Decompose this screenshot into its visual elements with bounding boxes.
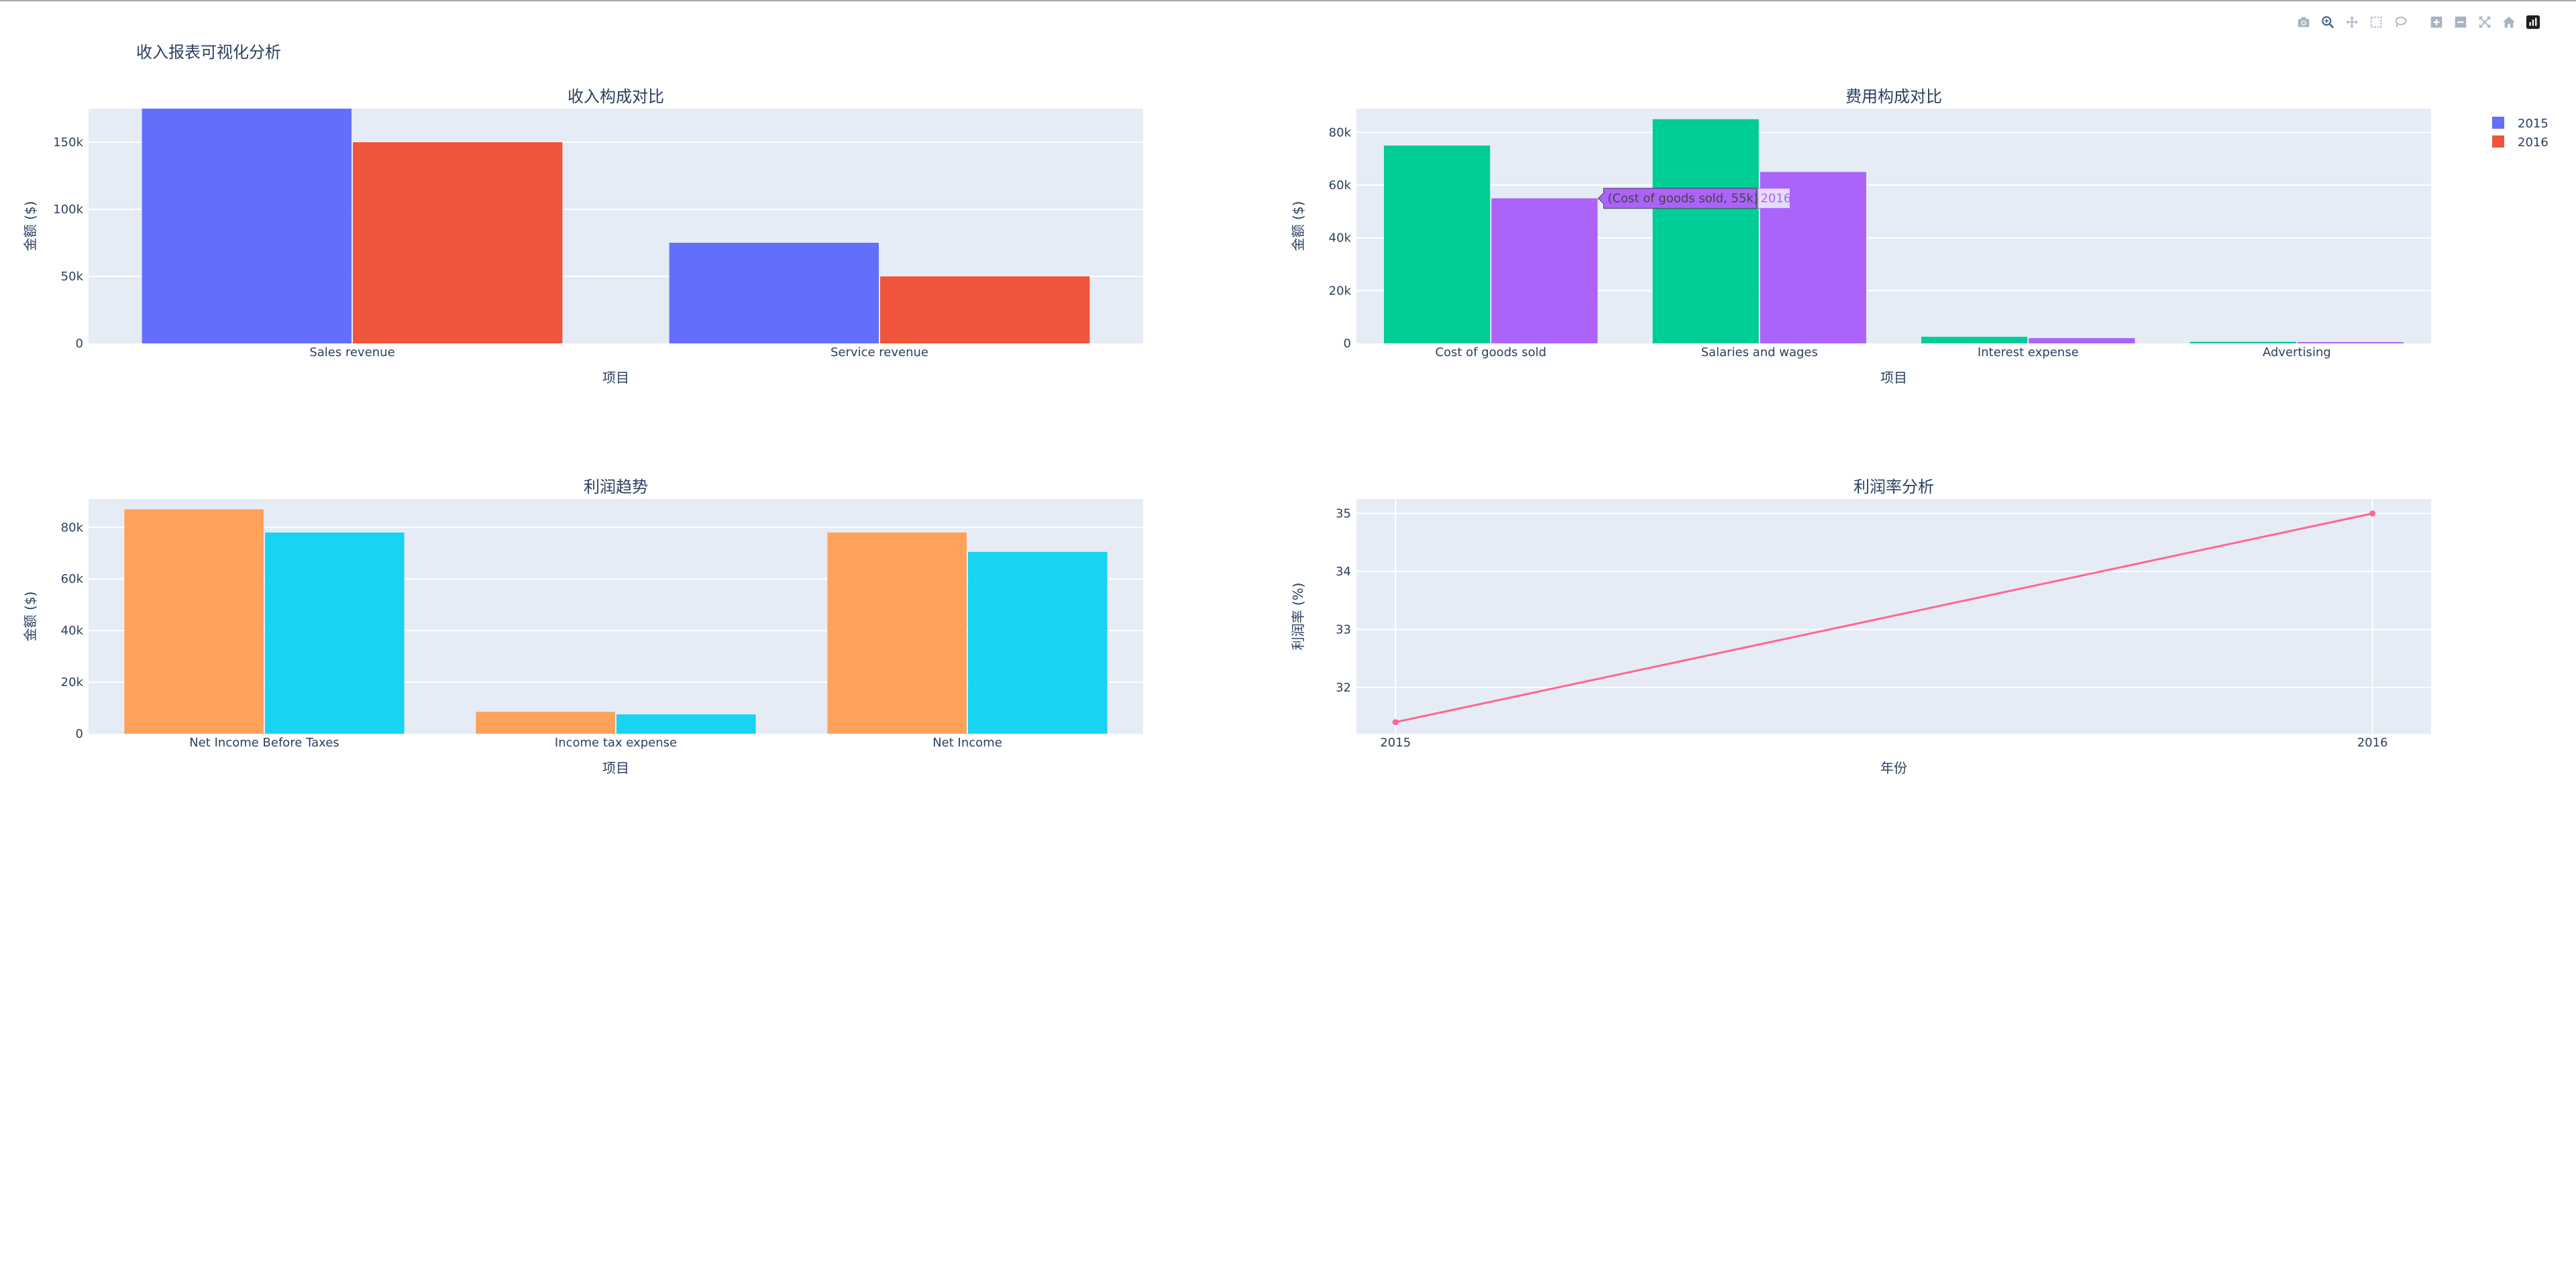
x-tick-label: Interest expense	[1978, 345, 2079, 359]
bar-2016	[2297, 342, 2404, 343]
x-tick-label: Advertising	[2263, 345, 2331, 359]
tooltip-box	[1597, 188, 1757, 209]
hover-tooltip: (Cost of goods sold, 55k) 2016	[1597, 188, 1791, 209]
y-tick-label: 50k	[61, 270, 84, 284]
x-tick-label: Salaries and wages	[1701, 345, 1818, 359]
y-tick-label: 100k	[53, 203, 83, 217]
y-tick-label: 150k	[53, 135, 83, 150]
reset-axes-icon[interactable]	[2500, 13, 2518, 32]
y-tick-label: 0	[76, 727, 83, 741]
x-tick-label: 2016	[2357, 736, 2388, 750]
y-tick-label: 60k	[1329, 178, 1352, 192]
bar-2016	[2029, 338, 2135, 343]
x-tick-label: Net Income	[932, 736, 1002, 750]
page-title: 收入报表可视化分析	[136, 43, 281, 62]
x-tick-label: Service revenue	[830, 345, 928, 359]
bar-2016	[880, 276, 1090, 343]
y-axis-title: 金额 ($)	[22, 592, 38, 642]
bar-2015	[476, 712, 615, 734]
bar-2015	[669, 243, 879, 343]
y-tick-label: 40k	[1329, 231, 1352, 245]
pan-icon[interactable]	[2343, 13, 2361, 32]
bar-2016	[265, 533, 405, 734]
top-border	[0, 0, 2576, 1]
bar-2015	[124, 509, 264, 734]
y-axis-title: 金额 ($)	[22, 201, 38, 252]
y-tick-label: 34	[1336, 565, 1351, 579]
y-tick-label: 33	[1336, 622, 1351, 636]
x-tick-label: Income tax expense	[555, 736, 677, 750]
bar-2016	[353, 142, 563, 343]
y-tick-label: 0	[76, 337, 83, 351]
y-tick-label: 20k	[1329, 284, 1352, 298]
x-axis-title: 项目	[1880, 370, 1907, 386]
bar-2016	[968, 551, 1108, 734]
legend-label-2016[interactable]: 2016	[2518, 135, 2548, 150]
chart-title: 利润趋势	[584, 478, 648, 496]
x-tick-label: Cost of goods sold	[1435, 345, 1546, 359]
legend-swatch-2015	[2492, 117, 2504, 129]
zoom-out-icon[interactable]	[2451, 13, 2470, 32]
tooltip-text: (Cost of goods sold, 55k)	[1607, 192, 1758, 206]
y-tick-label: 32	[1336, 681, 1351, 695]
bar-2015	[1921, 337, 2028, 343]
data-point	[2369, 510, 2376, 517]
x-tick-label: Net Income Before Taxes	[189, 736, 339, 750]
bar-2016	[616, 714, 756, 734]
bar-2015	[827, 533, 967, 734]
tooltip-name: 2016	[1760, 192, 1791, 206]
lasso-select-icon[interactable]	[2391, 13, 2410, 32]
tooltip-name-box	[1757, 188, 1790, 209]
x-axis-title: 项目	[602, 370, 629, 386]
chart-title: 利润率分析	[1854, 478, 1934, 496]
chart-title: 收入构成对比	[568, 87, 664, 106]
y-tick-label: 35	[1336, 507, 1351, 521]
modebar	[2294, 12, 2542, 32]
bar-2015	[1652, 119, 1759, 343]
bar-2015	[2190, 341, 2296, 343]
autoscale-icon[interactable]	[2475, 13, 2494, 32]
y-axis-title: 金额 ($)	[1290, 201, 1306, 252]
x-tick-label: Sales revenue	[309, 345, 394, 359]
bar-2015	[142, 109, 352, 343]
y-tick-label: 40k	[61, 624, 84, 638]
y-tick-label: 80k	[61, 520, 84, 535]
y-tick-label: 0	[1344, 337, 1351, 351]
camera-icon[interactable]	[2294, 13, 2313, 32]
plotly-logo-icon[interactable]	[2524, 13, 2542, 32]
bar-2015	[1384, 146, 1491, 343]
zoom-icon[interactable]	[2318, 13, 2337, 32]
y-tick-label: 20k	[61, 675, 84, 689]
y-tick-label: 80k	[1329, 125, 1352, 140]
legend[interactable]: 2015 2016	[2492, 117, 2548, 150]
legend-swatch-2016	[2492, 135, 2504, 148]
x-axis-title: 项目	[602, 760, 629, 776]
zoom-in-icon[interactable]	[2427, 13, 2446, 32]
y-tick-label: 60k	[61, 572, 84, 586]
y-axis-title: 利润率 (%)	[1290, 583, 1306, 651]
bar-2016	[1491, 198, 1598, 343]
plot-area	[89, 499, 1143, 734]
x-tick-label: 2015	[1380, 736, 1411, 750]
data-point	[1392, 719, 1399, 726]
legend-label-2015[interactable]: 2015	[2518, 117, 2548, 131]
chart-title: 费用构成对比	[1845, 87, 1942, 106]
box-select-icon[interactable]	[2367, 13, 2385, 32]
x-axis-title: 年份	[1880, 760, 1907, 776]
series-line	[1395, 512, 2373, 724]
